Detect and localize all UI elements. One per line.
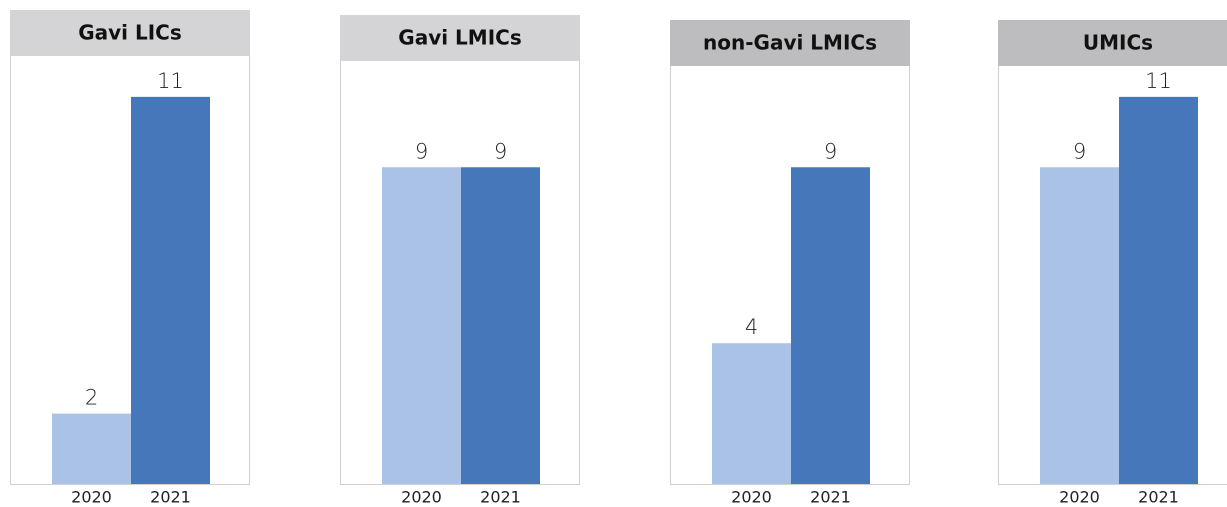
bar <box>712 343 791 484</box>
panel-header <box>10 10 250 56</box>
panel-title: UMICs <box>1083 31 1153 55</box>
bar <box>52 413 131 484</box>
value-label: 9 <box>1073 139 1086 163</box>
panel-header <box>340 15 580 61</box>
panel-frame <box>10 10 250 485</box>
panel-header <box>998 20 1227 66</box>
x-tick-label: 2021 <box>150 488 191 507</box>
x-tick-label: 2020 <box>1059 488 1100 507</box>
value-label: 4 <box>745 315 758 339</box>
x-tick-label: 2020 <box>731 488 772 507</box>
value-label: 11 <box>1145 69 1172 93</box>
x-tick-label: 2020 <box>71 488 112 507</box>
bar <box>461 167 540 485</box>
bar <box>382 167 461 485</box>
x-tick-label: 2021 <box>1138 488 1179 507</box>
panel-title: non-Gavi LMICs <box>703 31 877 55</box>
x-tick-label: 2020 <box>401 488 442 507</box>
value-label: 9 <box>494 139 507 163</box>
value-label: 9 <box>824 139 837 163</box>
value-label: 2 <box>85 386 98 410</box>
bar <box>791 167 870 485</box>
panel-header <box>670 20 910 66</box>
x-tick-label: 2021 <box>810 488 851 507</box>
panel-title: Gavi LICs <box>78 21 182 45</box>
bar <box>131 96 210 484</box>
x-tick-label: 2021 <box>480 488 521 507</box>
bar <box>1119 96 1198 484</box>
panel-title: Gavi LMICs <box>398 26 521 50</box>
value-label: 11 <box>157 69 184 93</box>
value-label: 9 <box>415 139 428 163</box>
bar <box>1040 167 1119 485</box>
